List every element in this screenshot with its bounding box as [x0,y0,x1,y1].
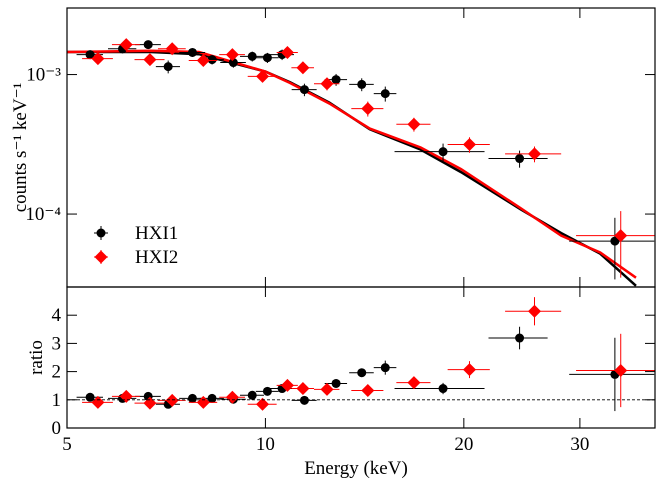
data-point [296,382,310,396]
data-point [143,53,157,67]
data-point [165,42,179,56]
plot-area [76,297,655,412]
data-point [438,384,448,394]
y-tick-label: 1 [52,390,62,411]
data-point [361,383,375,397]
y-tick-label: 2 [52,362,62,383]
data-point [614,229,628,243]
data-point [438,147,448,157]
data-point [256,397,270,411]
legend-marker [94,250,108,264]
data-point [299,395,309,405]
legend-label: HXI2 [135,247,178,268]
x-tick-label: 5 [62,434,72,455]
data-point [207,55,217,65]
data-point [91,52,105,66]
data-point [187,393,197,403]
y-tick-label: 0 [52,418,62,439]
x-tick-label: 10 [256,434,275,455]
data-point [380,89,390,99]
data-point [207,393,217,403]
data-point [163,62,173,72]
data-point [515,333,525,343]
data-point [463,138,477,152]
x-axis-title: Energy (keV) [304,458,408,479]
data-point [262,53,272,63]
plot-area [67,38,655,287]
y-tick-label: 4 [52,305,62,326]
data-point [225,48,239,62]
data-point [91,395,105,409]
y-tick-label: 3 [52,333,62,354]
x-tick-label: 30 [570,434,589,455]
data-point [85,392,95,402]
data-point [247,51,257,61]
data-point [85,50,95,60]
y-tick-label: 10⁻³ [26,65,61,86]
data-point [196,395,210,409]
data-point [357,368,367,378]
panel-frame [66,286,656,429]
data-point [262,386,272,396]
data-point [331,75,341,85]
data-point [527,304,541,318]
data-point [196,54,210,68]
y-axis-title: ratio [26,340,47,375]
data-point [361,102,375,116]
data-point [165,393,179,407]
data-point [299,85,309,95]
data-point [331,378,341,388]
data-point [296,61,310,75]
data-point [610,236,620,246]
data-point [228,58,238,68]
data-point [320,382,334,396]
data-point [515,154,525,164]
data-point [614,363,628,377]
data-point [143,40,153,50]
data-point [380,363,390,373]
data-point [280,378,294,392]
data-point [225,390,239,404]
x-tick-label: 20 [454,434,473,455]
data-point [187,47,197,57]
data-point [463,363,477,377]
y-axis-title: counts s⁻¹ keV⁻¹ [10,82,31,212]
data-point [119,38,133,52]
data-point [256,69,270,83]
data-point [247,390,257,400]
data-point [407,117,421,131]
data-point [320,77,334,91]
legend-label: HXI1 [135,223,178,244]
legend-marker [96,228,106,238]
data-point [527,147,541,161]
data-point [357,79,367,89]
y-tick-label: 10⁻⁴ [25,204,61,225]
data-point [407,376,421,390]
data-point [280,45,294,59]
